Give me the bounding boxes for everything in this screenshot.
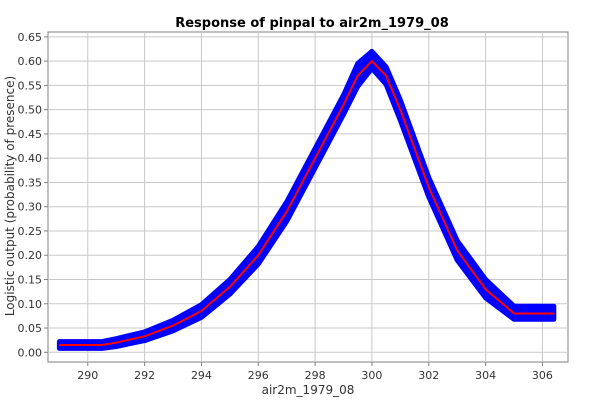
mean-response-point	[484, 288, 487, 291]
x-tick-label: 294	[191, 369, 212, 382]
x-tick-label: 292	[134, 369, 155, 382]
mean-response-point	[342, 104, 345, 106]
y-tick-label: 0.50	[18, 104, 43, 117]
x-tick-label: 306	[532, 369, 553, 382]
x-axis-ticks: 290 292 294 296 298 300 302 304 306	[77, 362, 553, 382]
y-tick-label: 0.15	[18, 274, 43, 287]
y-tick-label: 0.10	[18, 298, 43, 311]
x-tick-label: 302	[418, 369, 439, 382]
confidence-band-area	[56, 48, 557, 351]
chart-title: Response of pinpal to air2m_1979_08	[175, 16, 449, 31]
mean-response-point	[428, 186, 430, 189]
mean-response-point	[257, 254, 260, 256]
mean-response-line	[58, 60, 555, 346]
confidence-band	[56, 48, 557, 351]
x-tick-label: 296	[248, 369, 269, 382]
mean-response-point	[58, 344, 61, 346]
mean-response-point	[101, 344, 103, 346]
mean-response-point	[314, 157, 316, 159]
x-tick-label: 298	[305, 369, 326, 382]
y-axis-label: Logistic output (probability of presence…	[3, 76, 17, 316]
mean-response-polyline	[59, 60, 554, 346]
mean-response-point	[115, 341, 117, 344]
y-tick-label: 0.30	[18, 201, 43, 214]
mean-response-point	[513, 312, 515, 315]
y-axis-ticks: 0.00 0.05 0.10 0.15 0.20 0.25 0.30 0.35 0.40 0.45…	[18, 31, 48, 359]
x-tick-label: 300	[361, 369, 382, 382]
plot-area	[47, 31, 569, 363]
mean-response-point	[385, 74, 387, 77]
mean-response-point	[356, 74, 359, 77]
y-tick-label: 0.05	[18, 322, 43, 335]
mean-response-point	[200, 310, 203, 312]
mean-response-point	[285, 210, 288, 213]
y-tick-label: 0.60	[18, 55, 43, 68]
mean-response-point	[553, 312, 555, 315]
y-tick-label: 0.35	[18, 176, 43, 189]
y-tick-label: 0.00	[18, 346, 43, 359]
x-tick-label: 290	[77, 369, 98, 382]
mean-response-point	[456, 249, 459, 252]
mean-response-point	[399, 108, 402, 111]
mean-response-point	[143, 335, 146, 338]
mean-response-point	[229, 286, 231, 288]
y-tick-label: 0.55	[18, 79, 43, 92]
y-tick-label: 0.45	[18, 128, 43, 141]
y-tick-label: 0.25	[18, 225, 43, 238]
y-tick-label: 0.20	[18, 249, 43, 262]
y-tick-label: 0.40	[18, 152, 43, 165]
mean-response-point	[172, 324, 174, 327]
x-tick-label: 304	[475, 369, 496, 382]
y-tick-label: 0.65	[18, 31, 43, 44]
mean-response-point	[371, 60, 373, 62]
x-axis-label: air2m_1979_08	[262, 383, 355, 397]
